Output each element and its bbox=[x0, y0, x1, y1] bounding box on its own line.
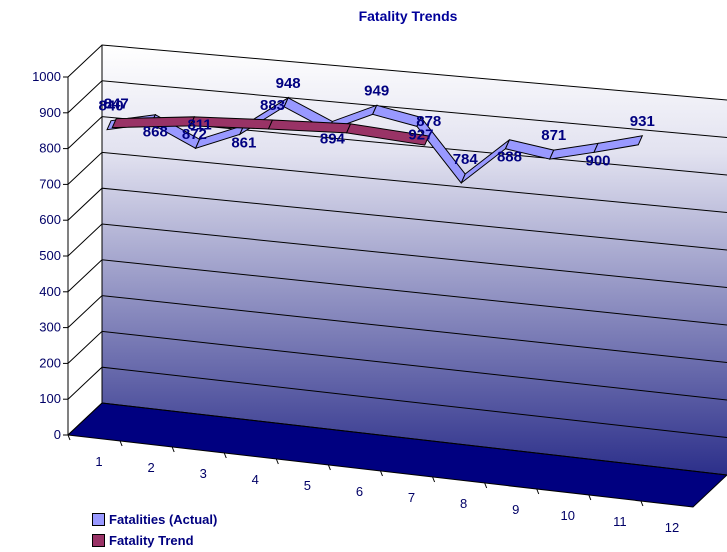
x-tick-label: 10 bbox=[561, 508, 575, 523]
x-tick-mark bbox=[67, 434, 71, 441]
x-tick-label: 4 bbox=[252, 472, 259, 487]
x-axis-ticks: 1 2 3 4 5 6 7 8 9 10 11 12 bbox=[67, 434, 679, 535]
data-label: 811 bbox=[187, 116, 211, 133]
data-label: 847 bbox=[104, 96, 129, 113]
x-tick-mark bbox=[275, 458, 279, 465]
x-tick-label: 9 bbox=[512, 502, 519, 517]
data-label: 840 bbox=[99, 98, 124, 115]
legend-label-actual: Fatalities (Actual) bbox=[109, 512, 218, 527]
x-tick-label: 6 bbox=[356, 484, 363, 499]
legend-item-actual: Fatalities (Actual) bbox=[92, 509, 217, 530]
data-label: 868 bbox=[143, 124, 168, 141]
legend-swatch-trend bbox=[92, 534, 105, 547]
series-segment bbox=[593, 135, 644, 153]
x-tick-label: 7 bbox=[408, 490, 415, 505]
x-tick-label: 11 bbox=[613, 514, 627, 529]
legend: Fatalities (Actual) Fatality Trend bbox=[92, 509, 217, 551]
data-label: 784 bbox=[453, 151, 479, 168]
x-tick-mark bbox=[588, 494, 592, 501]
data-label: 949 bbox=[364, 82, 389, 99]
data-label: 888 bbox=[497, 149, 522, 166]
chart-title: Fatality Trends bbox=[359, 8, 458, 24]
data-label: 900 bbox=[586, 152, 611, 169]
x-tick-mark bbox=[380, 470, 383, 477]
y-tick-label: 900 bbox=[39, 105, 61, 120]
x-tick-mark bbox=[432, 476, 436, 483]
x-tick-label: 1 bbox=[95, 454, 102, 469]
data-label: 948 bbox=[276, 75, 301, 92]
x-tick-mark bbox=[119, 440, 123, 447]
data-label: 927 bbox=[408, 126, 433, 143]
legend-label-trend: Fatality Trend bbox=[109, 533, 194, 548]
data-label: 883 bbox=[260, 97, 285, 114]
y-tick-label: 700 bbox=[39, 176, 61, 191]
x-tick-label: 2 bbox=[148, 460, 155, 475]
data-label: 872 bbox=[182, 126, 207, 143]
data-label: 931 bbox=[630, 113, 655, 130]
x-tick-mark bbox=[484, 482, 488, 489]
y-tick-label: 600 bbox=[39, 212, 61, 227]
legend-item-trend: Fatality Trend bbox=[92, 530, 217, 551]
x-tick-mark bbox=[171, 446, 175, 453]
y-tick-label: 800 bbox=[39, 141, 61, 156]
y-tick-label: 300 bbox=[39, 320, 61, 335]
x-tick-mark bbox=[640, 500, 644, 507]
y-tick-label: 100 bbox=[39, 391, 61, 406]
y-tick-label: 0 bbox=[54, 427, 61, 442]
x-tick-label: 5 bbox=[304, 478, 311, 493]
series-trend bbox=[111, 116, 430, 146]
series-actual bbox=[106, 96, 644, 184]
series bbox=[106, 96, 644, 184]
data-labels: 840 868 811 861 948 894 949 927 784 888 871 900 931 8… bbox=[99, 75, 655, 170]
data-label: 894 bbox=[320, 130, 346, 147]
x-tick-mark bbox=[327, 464, 331, 471]
x-tick-mark bbox=[223, 452, 227, 459]
y-tick-label: 1000 bbox=[32, 69, 61, 84]
y-tick-label: 200 bbox=[39, 355, 61, 370]
data-label: 871 bbox=[541, 127, 566, 144]
x-tick-label: 3 bbox=[200, 466, 207, 481]
x-tick-mark bbox=[536, 488, 540, 495]
y-tick-label: 500 bbox=[39, 248, 61, 263]
data-label: 861 bbox=[231, 134, 256, 151]
legend-swatch-actual bbox=[92, 513, 105, 526]
series-segment bbox=[345, 123, 430, 146]
y-tick-label: 400 bbox=[39, 284, 61, 299]
x-tick-label: 8 bbox=[460, 496, 467, 511]
x-tick-label: 12 bbox=[665, 520, 679, 535]
y-axis-ticks: 0 100 200 300 400 500 600 700 800 900 1000 bbox=[32, 69, 68, 442]
data-label: 878 bbox=[416, 113, 441, 130]
